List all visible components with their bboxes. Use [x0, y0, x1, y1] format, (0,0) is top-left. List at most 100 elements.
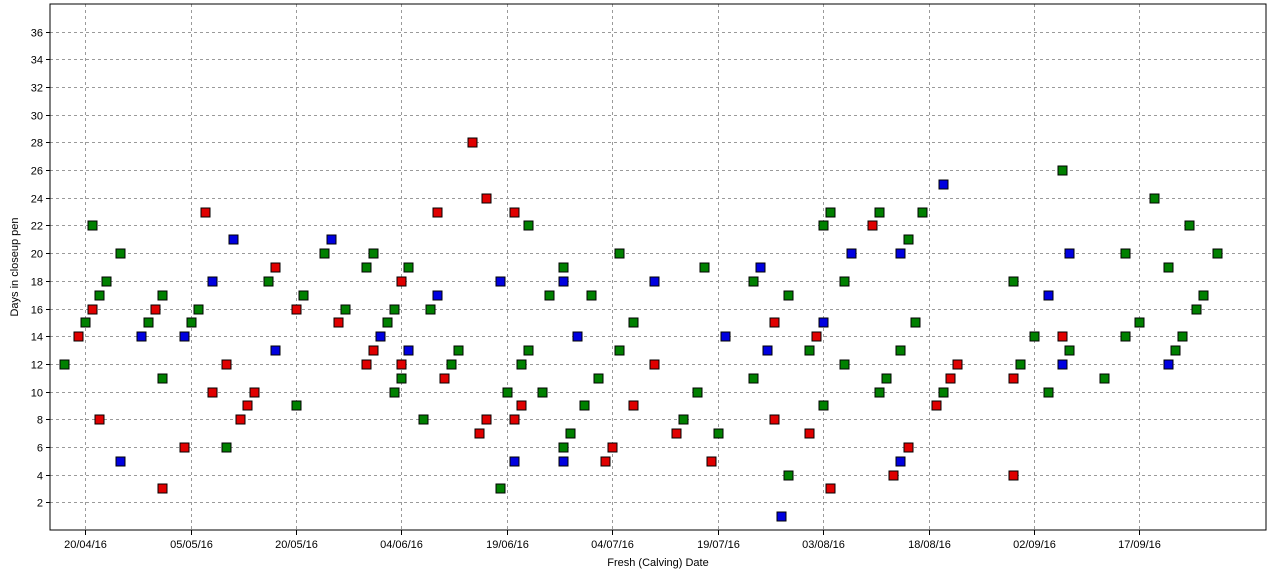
- y-tick-label: 28: [31, 138, 43, 150]
- plot-area-frame: [49, 3, 1267, 531]
- data-point: [523, 345, 534, 356]
- data-point: [396, 373, 407, 384]
- data-point: [179, 442, 190, 453]
- data-point: [1008, 373, 1019, 384]
- x-tick-label: 19/07/16: [697, 539, 740, 551]
- data-point: [931, 400, 942, 411]
- data-point: [474, 428, 485, 439]
- data-point: [150, 304, 161, 315]
- data-point: [1064, 248, 1075, 259]
- data-point: [516, 359, 527, 370]
- data-point: [614, 248, 625, 259]
- data-point: [1008, 276, 1019, 287]
- data-point: [368, 248, 379, 259]
- data-point: [671, 428, 682, 439]
- y-tick-label: 34: [31, 55, 43, 67]
- x-axis: 20/04/16 05/05/16 20/05/16 04/06/16 19/06/16…: [64, 530, 1161, 551]
- data-point: [748, 373, 759, 384]
- data-point: [678, 414, 689, 425]
- data-point: [1191, 304, 1202, 315]
- data-point: [818, 400, 829, 411]
- data-point: [1057, 359, 1068, 370]
- data-point: [1064, 345, 1075, 356]
- data-point: [537, 387, 548, 398]
- data-point: [593, 373, 604, 384]
- data-point: [242, 400, 253, 411]
- data-point: [558, 456, 569, 467]
- data-point: [382, 317, 393, 328]
- data-point: [1184, 220, 1195, 231]
- data-point: [193, 304, 204, 315]
- data-point: [361, 262, 372, 273]
- data-point: [1043, 387, 1054, 398]
- data-point: [439, 373, 450, 384]
- data-point: [157, 483, 168, 494]
- y-tick-label: 10: [31, 388, 43, 400]
- data-point: [101, 276, 112, 287]
- data-point: [523, 220, 534, 231]
- data-point: [945, 373, 956, 384]
- data-point: [558, 442, 569, 453]
- grid-lines: [50, 4, 1266, 530]
- data-point: [1198, 290, 1209, 301]
- data-point: [509, 414, 520, 425]
- data-point: [903, 234, 914, 245]
- data-point: [579, 400, 590, 411]
- data-point: [1134, 317, 1145, 328]
- y-axis-title: Days in closeup pen: [9, 217, 21, 316]
- data-point: [418, 414, 429, 425]
- data-point: [649, 359, 660, 370]
- data-point: [207, 387, 218, 398]
- data-point: [495, 483, 506, 494]
- data-point: [938, 387, 949, 398]
- data-point: [895, 248, 906, 259]
- y-tick-label: 2: [37, 498, 43, 510]
- data-point: [235, 414, 246, 425]
- y-tick-label: 24: [31, 194, 43, 206]
- data-point: [895, 345, 906, 356]
- data-point: [692, 387, 703, 398]
- x-tick-label: 18/08/16: [908, 539, 951, 551]
- data-point: [200, 207, 211, 218]
- data-point: [319, 248, 330, 259]
- data-point: [1163, 359, 1174, 370]
- data-point: [298, 290, 309, 301]
- data-point: [1163, 262, 1174, 273]
- data-point: [59, 359, 70, 370]
- data-point: [1008, 470, 1019, 481]
- data-point: [1043, 290, 1054, 301]
- data-point: [207, 276, 218, 287]
- data-point: [453, 345, 464, 356]
- y-tick-label: 20: [31, 249, 43, 261]
- data-point: [115, 456, 126, 467]
- data-point: [776, 511, 787, 522]
- x-tick-label: 17/09/16: [1118, 539, 1161, 551]
- data-point: [291, 304, 302, 315]
- data-point: [249, 387, 260, 398]
- data-point: [432, 290, 443, 301]
- data-point: [818, 317, 829, 328]
- data-point: [340, 304, 351, 315]
- y-tick-label: 8: [37, 415, 43, 427]
- y-tick-label: 22: [31, 221, 43, 233]
- x-tick-label: 04/06/16: [380, 539, 423, 551]
- data-point: [839, 359, 850, 370]
- data-point: [432, 207, 443, 218]
- data-point: [495, 276, 506, 287]
- x-axis-title: Fresh (Calving) Date: [607, 557, 708, 569]
- data-point: [720, 331, 731, 342]
- data-point: [143, 317, 154, 328]
- data-point: [903, 442, 914, 453]
- data-point: [917, 207, 928, 218]
- data-point: [481, 414, 492, 425]
- y-tick-label: 4: [37, 471, 43, 483]
- data-point: [446, 359, 457, 370]
- y-tick-label: 6: [37, 443, 43, 455]
- data-point: [361, 359, 372, 370]
- y-tick-label: 16: [31, 305, 43, 317]
- data-point: [368, 345, 379, 356]
- data-point: [73, 331, 84, 342]
- data-point: [270, 262, 281, 273]
